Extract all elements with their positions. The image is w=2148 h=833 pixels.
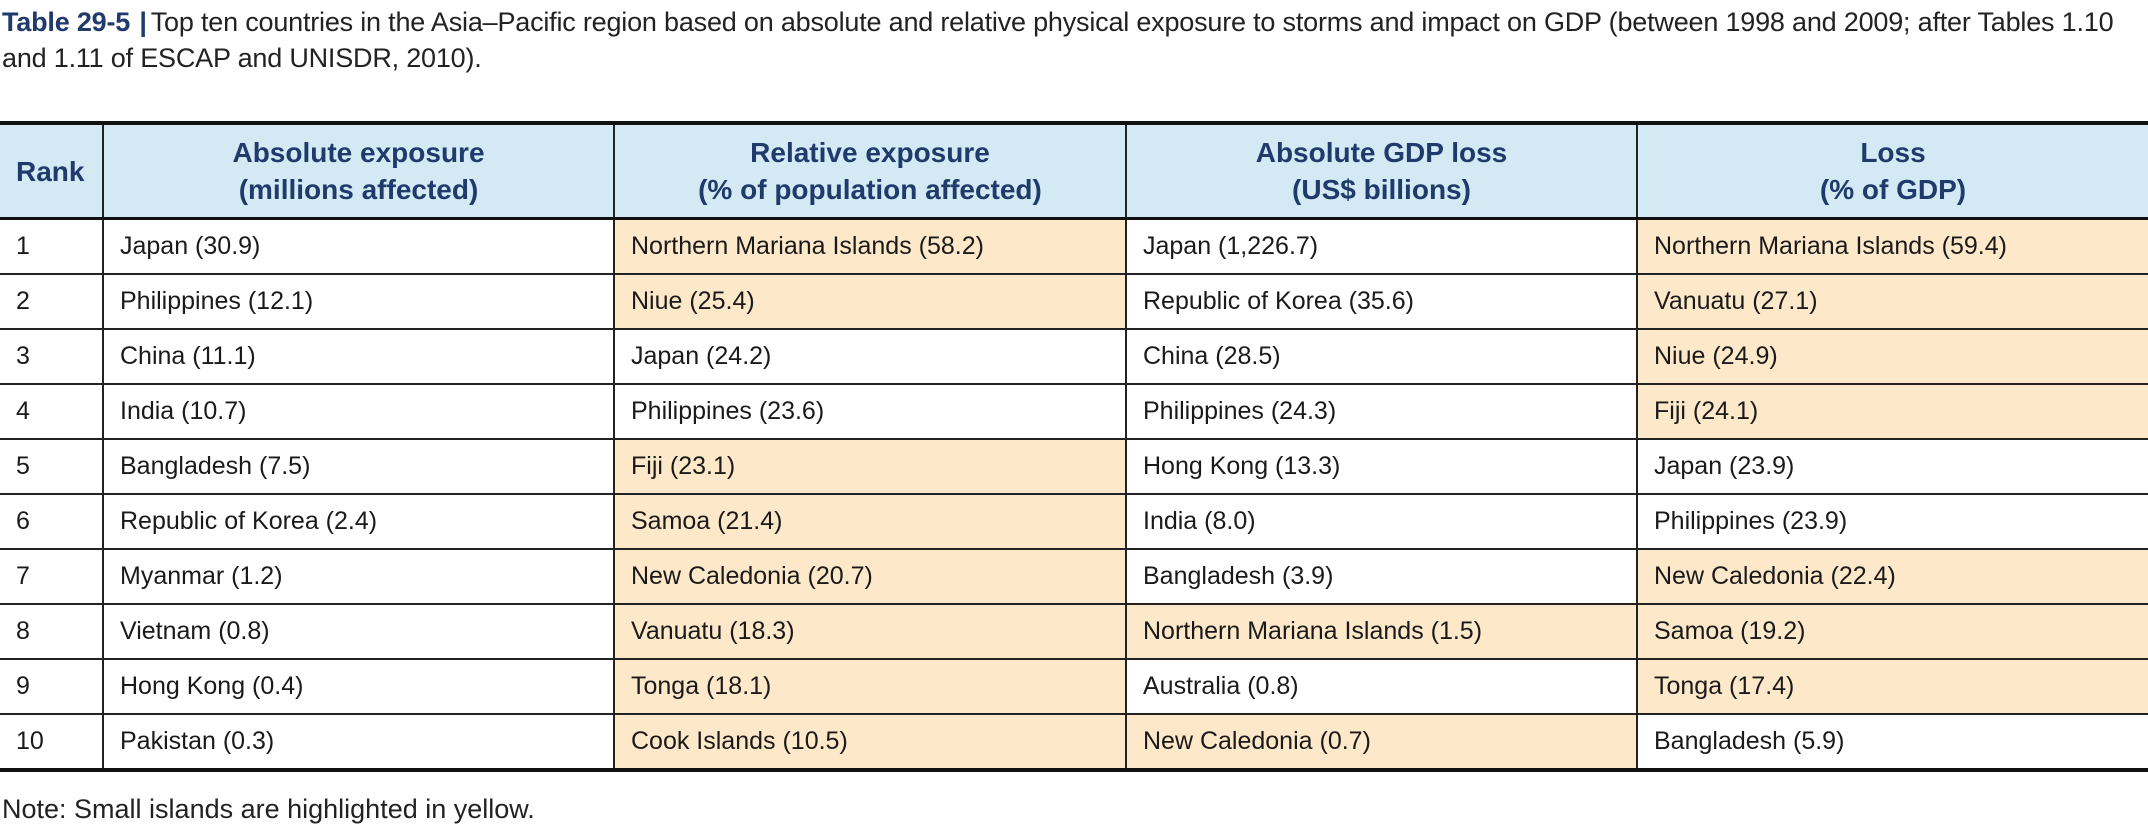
cell-rank: 3	[0, 328, 103, 384]
table-row: 6 Republic of Korea (2.4) Samoa (21.4) Indi…	[0, 493, 2148, 549]
header-line: Absolute exposure	[232, 137, 485, 168]
cell-loss-percent-gdp: Bangladesh (5.9)	[1636, 713, 2148, 772]
cell-rank: 1	[16, 232, 30, 260]
cell-rank: 2	[0, 273, 103, 329]
cell-absolute-exposure: China (11.1)	[102, 328, 614, 384]
cell-relative-exposure: Japan (24.2)	[613, 328, 1126, 384]
caption-text: Top ten countries in the Asia–Pacific re…	[2, 7, 2114, 73]
cell-absolute-exposure: Myanmar (1.2)	[102, 548, 614, 604]
cell-relative-exposure: Cook Islands (10.5)	[613, 713, 1126, 772]
cell-relative-exposure: Fiji (23.1)	[613, 438, 1126, 494]
column-header-rank: Rank	[0, 121, 103, 220]
cell-absolute-gdp-loss: Northern Mariana Islands (1.5)	[1125, 603, 1637, 659]
cell-absolute-exposure: Philippines (12.1)	[102, 273, 614, 329]
cell-relative-exposure: Northern Mariana Islands (58.2)	[613, 218, 1126, 274]
column-header-absolute-exposure: Absolute exposure (millions affected)	[102, 121, 614, 220]
table-body: 1 Japan (30.9) Northern Mariana Islands (5…	[0, 218, 2148, 772]
cell-relative-exposure: Philippines (23.6)	[613, 383, 1126, 439]
header-line: Relative exposure	[750, 137, 990, 168]
header-line: (millions affected)	[238, 174, 479, 205]
cell-absolute-exposure: Republic of Korea (2.4)	[102, 493, 614, 549]
cell-absolute-exposure: Hong Kong (0.4)	[102, 658, 614, 714]
cell-rank: 6	[0, 493, 103, 549]
cell-absolute-gdp-loss: New Caledonia (0.7)	[1125, 713, 1637, 772]
cell-loss-percent-gdp: New Caledonia (22.4)	[1636, 548, 2148, 604]
cell-rank: 4	[0, 383, 103, 439]
table-note: Note: Small islands are highlighted in y…	[2, 794, 535, 824]
header-row: Rank Absolute exposure (millions affecte…	[0, 121, 2148, 220]
column-header-loss-percent-gdp: Loss (% of GDP)	[1636, 121, 2148, 220]
cell-relative-exposure: Samoa (21.4)	[613, 493, 1126, 549]
cell-absolute-gdp-loss: China (28.5)	[1125, 328, 1637, 384]
cell-absolute-gdp-loss: Australia (0.8)	[1125, 658, 1637, 714]
table-number: Table 29-5	[2, 7, 131, 37]
caption-separator: |	[139, 7, 147, 37]
column-header-relative-exposure: Relative exposure (% of population affec…	[613, 121, 1126, 220]
cell-loss-percent-gdp: Vanuatu (27.1)	[1636, 273, 2148, 329]
table-row: 1 Japan (30.9) Northern Mariana Islands (5…	[0, 218, 2148, 274]
cell-absolute-exposure: Pakistan (0.3)	[102, 713, 614, 772]
cell-absolute-gdp-loss: Republic of Korea (35.6)	[1125, 273, 1637, 329]
cell-rank: 10	[0, 713, 103, 772]
cell-rank: 9	[0, 658, 103, 714]
cell-absolute-gdp-loss: Hong Kong (13.3)	[1125, 438, 1637, 494]
cell-absolute-exposure: Bangladesh (7.5)	[102, 438, 614, 494]
cell-relative-exposure: Vanuatu (18.3)	[613, 603, 1126, 659]
cell-absolute-gdp-loss: India (8.0)	[1125, 493, 1637, 549]
table-row: 2 Philippines (12.1) Niue (25.4) Republic o…	[0, 273, 2148, 329]
cell-rank: 5	[0, 438, 103, 494]
cell-rank: 8	[0, 603, 103, 659]
table-row: 10 Pakistan (0.3) Cook Islands (10.5) New C…	[0, 713, 2148, 772]
cell-rank: 7	[0, 548, 103, 604]
cell-loss-percent-gdp: Fiji (24.1)	[1636, 383, 2148, 439]
header-line: Loss	[1860, 137, 1926, 168]
table-row: 3 China (11.1) Japan (24.2) China (28.5) Niu…	[0, 328, 2148, 384]
cell-absolute-gdp-loss: Bangladesh (3.9)	[1125, 548, 1637, 604]
table-row: 8 Vietnam (0.8) Vanuatu (18.3) Northern Mar…	[0, 603, 2148, 659]
cell-absolute-exposure: Japan (30.9)	[102, 218, 614, 274]
cell-absolute-exposure: India (10.7)	[102, 383, 614, 439]
cell-relative-exposure: Tonga (18.1)	[613, 658, 1126, 714]
cell-loss-percent-gdp: Japan (23.9)	[1636, 438, 2148, 494]
cell-absolute-gdp-loss: Japan (1,226.7)	[1125, 218, 1637, 274]
table-row: 4 India (10.7) Philippines (23.6) Philippin…	[0, 383, 2148, 439]
header-line: Absolute GDP loss	[1255, 137, 1508, 168]
cell-relative-exposure: New Caledonia (20.7)	[613, 548, 1126, 604]
column-header-absolute-gdp-loss: Absolute GDP loss (US$ billions)	[1125, 121, 1637, 220]
cell-loss-percent-gdp: Niue (24.9)	[1636, 328, 2148, 384]
cell-loss-percent-gdp: Philippines (23.9)	[1636, 493, 2148, 549]
cell-loss-percent-gdp: Tonga (17.4)	[1636, 658, 2148, 714]
table-row: 9 Hong Kong (0.4) Tonga (18.1) Australia (0…	[0, 658, 2148, 714]
header-line: (% of GDP)	[1819, 174, 1967, 205]
cell-absolute-gdp-loss: Philippines (24.3)	[1125, 383, 1637, 439]
header-line: (US$ billions)	[1292, 174, 1471, 205]
header-line: (% of population affected)	[698, 174, 1042, 205]
table-row: 7 Myanmar (1.2) New Caledonia (20.7) Bangla…	[0, 548, 2148, 604]
cell-relative-exposure: Niue (25.4)	[613, 273, 1126, 329]
exposure-table: Rank Absolute exposure (millions affecte…	[0, 121, 2148, 772]
cell-loss-percent-gdp: Northern Mariana Islands (59.4)	[1636, 218, 2148, 274]
cell-absolute-exposure: Vietnam (0.8)	[102, 603, 614, 659]
table-row: 5 Bangladesh (7.5) Fiji (23.1) Hong Kong (1…	[0, 438, 2148, 494]
table-caption: Table 29-5 | Top ten countries in the Asi…	[2, 4, 2142, 76]
cell-loss-percent-gdp: Samoa (19.2)	[1636, 603, 2148, 659]
